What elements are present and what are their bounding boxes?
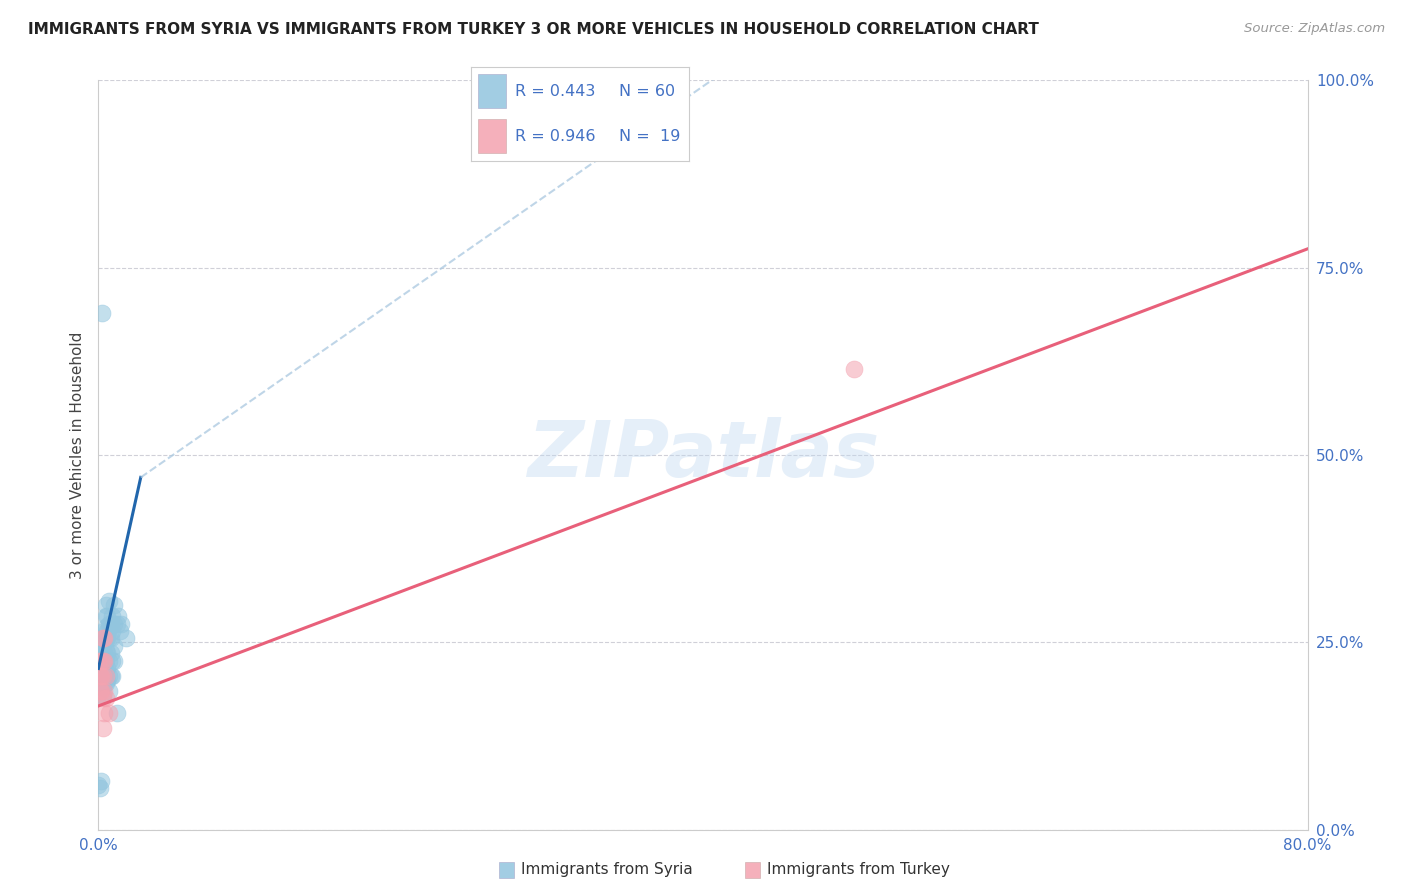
Text: N =  19: N = 19 [619, 128, 681, 144]
Point [94, 642, 117, 657]
Bar [478, 74, 506, 108]
Point [94, 609, 117, 624]
Point [90, 676, 112, 690]
Point [96, 647, 118, 661]
Point [91, 654, 114, 668]
Point [91, 305, 114, 319]
Point [100, 632, 122, 646]
Text: Source: ZipAtlas.com: Source: ZipAtlas.com [1244, 22, 1385, 36]
Point [98, 632, 121, 646]
Point [103, 616, 125, 631]
Text: IMMIGRANTS FROM SYRIA VS IMMIGRANTS FROM TURKEY 3 OR MORE VEHICLES IN HOUSEHOLD : IMMIGRANTS FROM SYRIA VS IMMIGRANTS FROM… [28, 22, 1039, 37]
Point [98, 706, 121, 721]
Point [98, 654, 121, 668]
Point [94, 620, 117, 634]
Point [91, 661, 114, 675]
Point [89, 781, 111, 796]
Text: ZIPatlas: ZIPatlas [527, 417, 879, 493]
Point [110, 616, 132, 631]
Point [105, 616, 128, 631]
Point [90, 654, 112, 668]
Point [93, 654, 115, 668]
Point [844, 361, 866, 376]
Point [91, 688, 114, 702]
Point [90, 669, 112, 683]
Point [91, 669, 114, 683]
Y-axis label: 3 or more Vehicles in Household: 3 or more Vehicles in Household [69, 331, 84, 579]
Point [94, 665, 117, 680]
Point [91, 632, 114, 646]
Point [91, 691, 114, 706]
Point [93, 706, 115, 721]
Point [89, 684, 111, 698]
Point [96, 624, 118, 638]
Point [103, 598, 125, 612]
Text: N = 60: N = 60 [619, 84, 675, 99]
Point [101, 624, 124, 638]
Point [98, 669, 121, 683]
Point [100, 647, 122, 661]
Point [114, 632, 136, 646]
Point [87, 654, 110, 668]
Point [93, 647, 115, 661]
Point [101, 609, 124, 624]
Point [107, 609, 129, 624]
Point [98, 616, 121, 631]
Point [89, 665, 111, 680]
Point [91, 635, 114, 649]
Text: R = 0.443: R = 0.443 [515, 84, 595, 99]
Point [91, 722, 114, 736]
Point [90, 684, 112, 698]
Point [89, 669, 111, 683]
Point [94, 598, 117, 612]
Point [96, 673, 118, 687]
Point [98, 594, 121, 608]
Point [101, 669, 124, 683]
Point [100, 669, 122, 683]
Text: Immigrants from Turkey: Immigrants from Turkey [768, 863, 950, 877]
Point [93, 624, 115, 638]
Point [89, 657, 111, 672]
Point [91, 650, 114, 665]
Bar [478, 120, 506, 153]
Point [87, 688, 110, 702]
Point [91, 680, 114, 694]
Point [87, 673, 110, 687]
Point [96, 609, 118, 624]
Point [90, 647, 112, 661]
Point [94, 654, 117, 668]
Point [94, 669, 117, 683]
Point [96, 632, 118, 646]
Point [103, 654, 125, 668]
Point [98, 684, 121, 698]
Point [94, 632, 117, 646]
Point [90, 654, 112, 668]
Point [94, 676, 117, 690]
Point [90, 773, 112, 788]
Point [96, 661, 118, 675]
Point [94, 691, 117, 706]
Text: R = 0.946: R = 0.946 [515, 128, 595, 144]
Point [108, 624, 131, 638]
Point [93, 632, 115, 646]
Point [91, 669, 114, 683]
Point [90, 669, 112, 683]
Text: Immigrants from Syria: Immigrants from Syria [522, 863, 693, 877]
Point [89, 680, 111, 694]
Point [100, 616, 122, 631]
Point [87, 778, 110, 792]
Point [103, 639, 125, 653]
Point [101, 654, 124, 668]
Point [105, 706, 128, 721]
Point [93, 684, 115, 698]
Point [93, 635, 115, 649]
